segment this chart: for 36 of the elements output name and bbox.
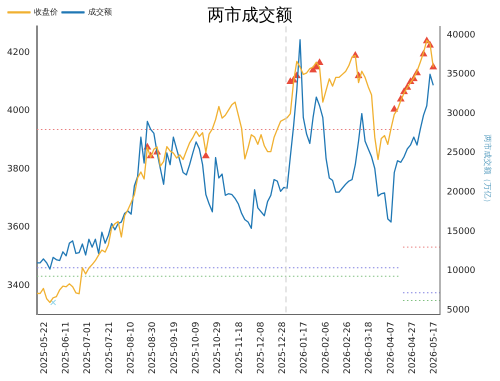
x-tick-label: 2026-05-17 [430, 322, 440, 374]
x-tick-label: 2025-10-09 [191, 321, 202, 374]
y2-tick-label: 5000 [446, 305, 470, 316]
x-tick-label: 2025-08-10 [126, 321, 136, 374]
y-tick-label: 3400 [7, 280, 30, 291]
x-tick-label: 2026-01-17 [300, 322, 310, 374]
x-tick-label: 2026-03-18 [364, 321, 375, 374]
x-tick-label: 2025-07-01 [83, 322, 94, 374]
x-tick-label: 2025-12-08 [256, 321, 266, 374]
y-tick-label: 4200 [7, 48, 30, 58]
x-tick-label: 2026-02-26 [343, 321, 354, 374]
x-tick-label: 2026-02-06 [321, 321, 332, 374]
y2-axis-title: 两市成交额（万亿） [483, 134, 492, 207]
y-tick-label: 3600 [7, 222, 30, 233]
x-tick-label: 2026-04-27 [408, 322, 418, 374]
x-tick-label: 2025-05-22 [40, 322, 50, 374]
y-tick-label: 3800 [7, 164, 30, 174]
y2-tick-label: 15000 [446, 226, 476, 237]
x-tick-label: 2025-11-18 [234, 321, 245, 374]
x-tick-label: 2025-06-11 [61, 322, 72, 374]
y2-tick-label: 30000 [446, 108, 476, 119]
x-tick-label: 2026-04-07 [386, 322, 396, 374]
y2-tick-label: 10000 [446, 266, 476, 276]
y-tick-label: 4000 [7, 106, 30, 116]
y2-tick-label: 40000 [446, 30, 476, 40]
y2-tick-label: 20000 [446, 187, 476, 198]
x-tick-label: 2025-10-29 [213, 321, 224, 374]
x-tick-label: 2025-08-30 [148, 321, 158, 374]
legend-label: 成交额 [88, 7, 112, 16]
x-tick-label: 2025-07-21 [104, 322, 115, 374]
x-tick-label: 2025-12-28 [278, 321, 288, 374]
chart-title: 两市成交额 [208, 6, 292, 26]
x-tick-label: 2025-09-19 [170, 321, 180, 374]
legend-label: 收盘价 [34, 7, 58, 16]
y2-tick-label: 35000 [446, 70, 476, 80]
y2-tick-label: 25000 [446, 148, 476, 158]
